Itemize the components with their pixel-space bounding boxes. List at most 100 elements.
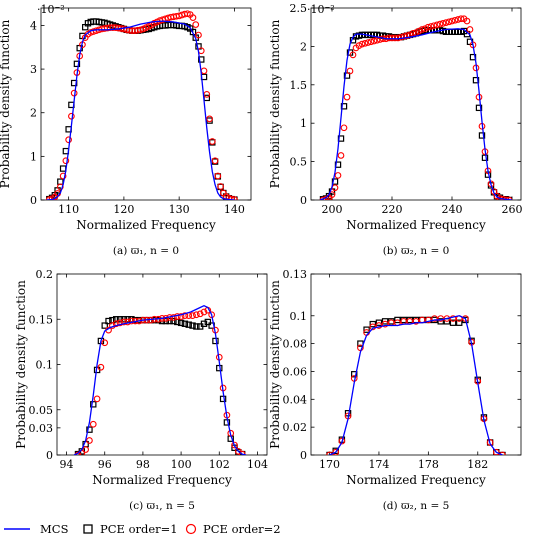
marker-circle [449,315,457,322]
y-tick-label: 0 [46,449,53,462]
marker-circle [466,26,474,33]
y-tick-label: 0 [30,194,37,207]
marker-circle [189,14,197,21]
marker-circle [200,308,208,316]
marker-square [185,321,192,328]
marker-square [381,318,389,325]
y-tick-label: 0.03 [29,422,54,435]
marker-circle [367,38,375,46]
marker-square [394,316,401,324]
marker-circle [65,136,72,144]
marker-square [331,178,339,185]
y-axis-label: Probability density function [268,280,282,449]
marker-square [351,371,358,378]
marker-circle [97,363,105,371]
marker-circle [56,183,64,191]
series-line-mcs [329,315,503,455]
y-tick-label: 1 [300,117,307,130]
marker-circle [463,17,471,25]
marker-circle [490,188,498,195]
marker-circle [381,320,389,328]
x-axis-label: Normalized Frequency [346,473,486,487]
marker-circle [196,310,204,318]
marker-square [90,401,97,408]
axes-frame [310,273,522,456]
marker-square [101,322,108,329]
marker-square [363,326,370,333]
x-tick-label: 170 [319,458,340,471]
marker-circle [499,451,506,455]
marker-square [449,319,457,326]
marker-circle [82,446,89,453]
marker-square [112,316,120,323]
y-tick-label: 0.02 [283,421,308,434]
chart-panel-3: 94 96 98 100 102 104 0 0.03 0.05 0.1 0.15 0.2 Normal… [14,268,268,512]
marker-circle [340,124,348,132]
y-tick-label: 0.08 [283,338,308,351]
marker-circle [208,138,216,145]
marker-circle [400,33,408,40]
marker-square [219,395,227,403]
marker-circle [375,322,383,329]
x-tick-label: 94 [60,458,74,471]
panel-caption: (c) ϖ₁, n = 5 [129,500,195,512]
x-tick-label: 174 [368,458,389,471]
marker-circle [59,172,67,180]
marker-square [456,319,463,326]
marker-square [181,320,189,327]
marker-circle [193,311,200,319]
marker-circle [192,21,200,28]
legend: MCS PCE order=1 PCE order=2 [4,522,281,536]
panel-caption: (b) ϖ₂, n = 0 [383,245,450,257]
y-tick-label: 1 [30,150,37,163]
marker-circle [487,180,495,188]
y-tick-label: 0.05 [29,404,54,417]
marker-circle [430,22,438,30]
marker-circle [214,172,222,180]
x-tick-label: 220 [382,203,403,216]
marker-circle [177,313,185,320]
marker-square [86,426,93,433]
series-line-mcs [46,20,235,200]
y-tick-label: 0 [300,194,307,207]
marker-circle [181,312,189,319]
panel-caption: (d) ϖ₂, n = 5 [383,500,450,512]
marker-circle [387,319,395,327]
marker-square [73,60,81,68]
marker-square [472,76,480,84]
marker-square [193,323,200,330]
x-axis-label: Normalized Frequency [92,473,232,487]
x-tick-label: 130 [169,203,190,216]
marker-square [70,79,78,87]
marker-circle [101,339,109,347]
y-axis-label: Probability density function [268,19,282,188]
legend-swatch-circle [185,523,197,535]
marker-circle [116,319,124,327]
marker-circle [442,19,450,26]
x-tick-label: 240 [442,203,463,216]
marker-circle [112,320,120,328]
marker-circle [184,10,191,18]
marker-square [189,322,196,329]
marker-square [343,72,351,79]
marker-circle [128,317,135,325]
y-tick-label: 0.1 [36,359,54,372]
legend-label: PCE order=2 [203,522,281,536]
x-axis-label: Normalized Frequency [76,218,216,232]
marker-circle [62,157,70,165]
marker-square [57,178,64,185]
y-tick-label: 0.04 [283,393,308,406]
marker-circle [203,91,211,98]
panel-caption: (a) ϖ₁, n = 0 [113,245,179,257]
marker-circle [86,437,93,444]
marker-circle [369,323,377,331]
marker-circle [120,318,128,326]
marker-circle [89,420,97,428]
marker-circle [431,315,438,322]
marker-square [177,319,185,327]
marker-square [437,318,444,325]
marker-square [369,320,376,328]
legend-label: PCE order=1 [100,522,178,536]
